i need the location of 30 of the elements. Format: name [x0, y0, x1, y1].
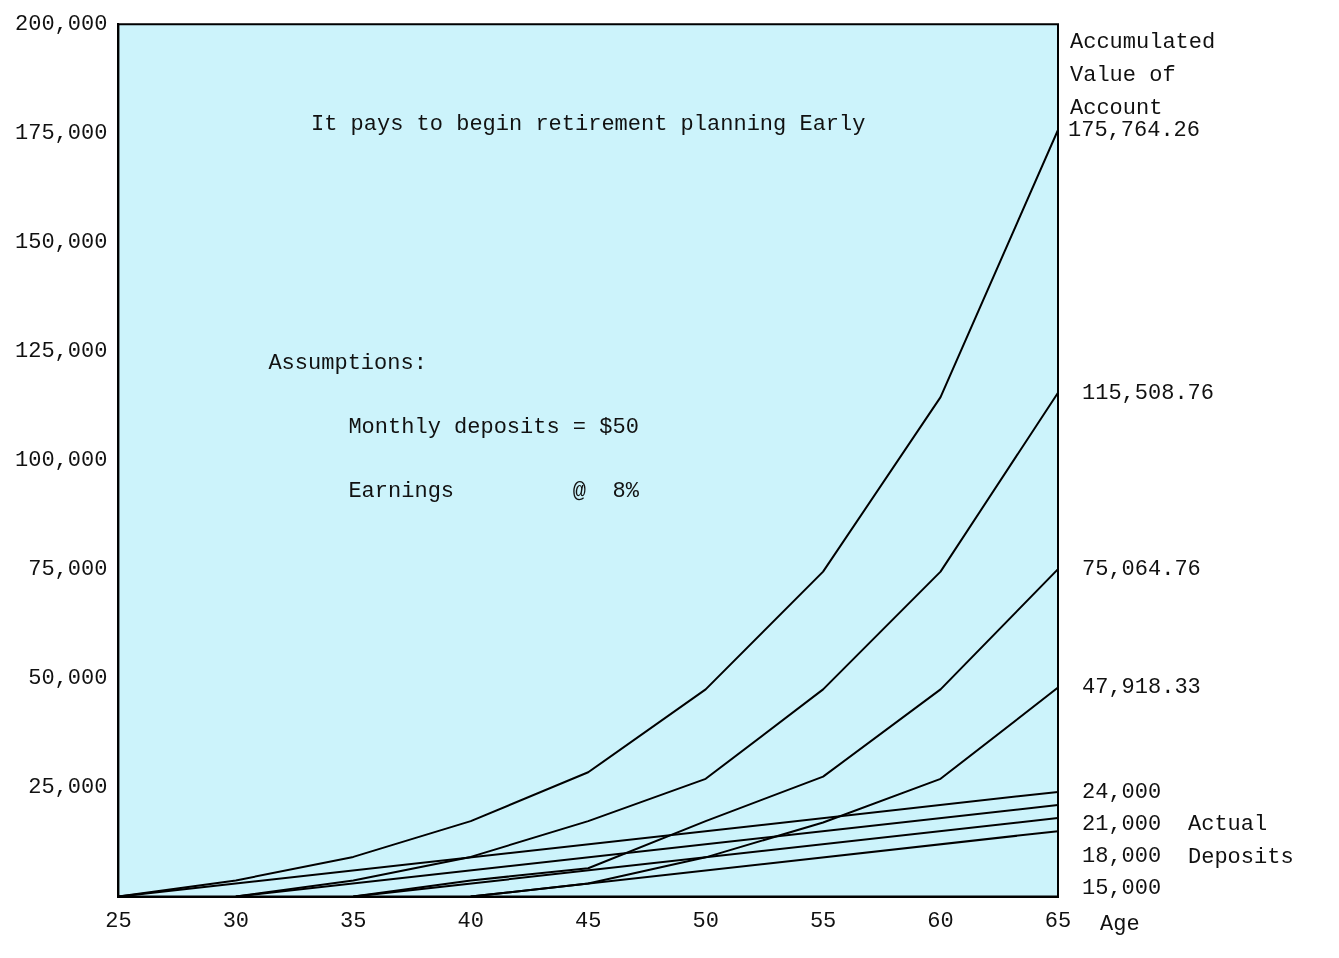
- text: Actual Deposits: [1188, 811, 1294, 870]
- x-tick-label: 25: [105, 908, 132, 934]
- annotation: Earnings @ 8%: [348, 479, 640, 505]
- data-label: 15,000: [1082, 875, 1162, 901]
- y-tick-label: 125,000: [14, 339, 108, 365]
- y-tick-label: 175,000: [14, 121, 108, 147]
- data-label: 21,000: [1082, 811, 1162, 837]
- y-tick-label: 200,000: [14, 12, 108, 38]
- x-axis-title: Age: [1100, 912, 1140, 938]
- x-tick-label: 30: [222, 908, 250, 934]
- data-label: 18,000: [1082, 843, 1162, 869]
- y-tick-label: 75,000: [28, 557, 108, 583]
- data-label: 75,064.76: [1082, 557, 1201, 582]
- x-tick-label: 45: [575, 908, 602, 934]
- data-label: 47,918.33: [1082, 675, 1201, 701]
- annotation: Monthly deposits = $50: [348, 415, 639, 441]
- data-label: 24,000: [1082, 779, 1162, 805]
- x-tick-label: 65: [1044, 908, 1072, 934]
- y-tick-label: 25,000: [28, 775, 108, 801]
- x-tick-label: 35: [340, 908, 367, 934]
- x-tick-label: 40: [457, 908, 484, 934]
- annotation: Assumptions:: [268, 351, 427, 377]
- y-tick-label: 50,000: [28, 666, 108, 692]
- data-label: 115,508.76: [1082, 380, 1215, 406]
- x-tick-label: 55: [809, 908, 837, 934]
- x-tick-label: 50: [692, 908, 719, 934]
- y-tick-label: 100,000: [14, 448, 108, 474]
- x-tick-label: 60: [927, 908, 954, 934]
- text: It pays to begin retirement planning Early: [310, 112, 866, 138]
- y-tick-label: 150,000: [14, 230, 108, 256]
